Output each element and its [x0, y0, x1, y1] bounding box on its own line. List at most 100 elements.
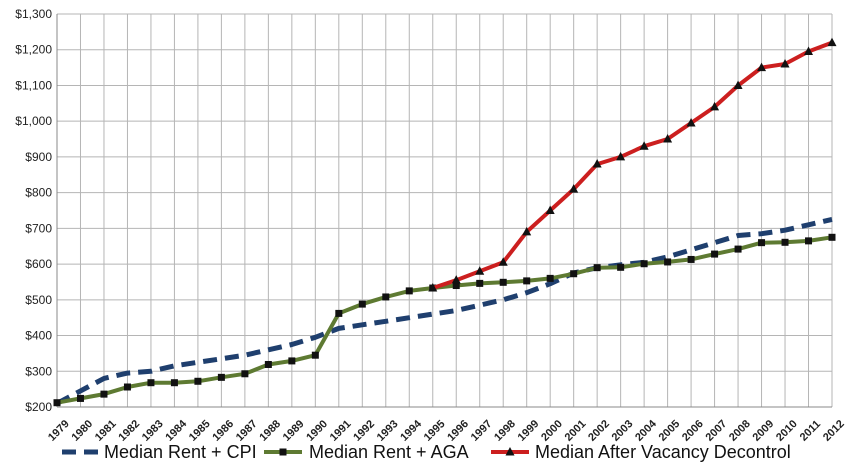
- x-tick-label: 2007: [704, 418, 730, 444]
- legend-label-1: Median Rent + AGA: [309, 442, 469, 462]
- series-point-square: [781, 238, 789, 246]
- series-point-triangle: [522, 226, 532, 236]
- series-point-triangle: [451, 275, 461, 284]
- series-point-triangle: [757, 62, 767, 72]
- x-tick-label: 2011: [798, 418, 823, 443]
- x-tick-label: 2000: [539, 418, 565, 444]
- series-point-triangle: [475, 266, 485, 275]
- x-tick-label: 1979: [46, 418, 72, 444]
- legend-marker-triangle: [505, 447, 515, 456]
- x-tick-label: 2009: [751, 418, 777, 444]
- series-point-square: [476, 279, 484, 287]
- series-point-square: [687, 255, 695, 263]
- legend-marker-square: [279, 448, 287, 456]
- x-tick-label: 1991: [328, 418, 354, 444]
- series-point-square: [758, 239, 766, 247]
- y-tick-label: $700: [25, 221, 52, 235]
- series-point-square: [53, 399, 61, 407]
- series-point-square: [711, 250, 719, 258]
- x-tick-label: 1987: [234, 418, 260, 444]
- series-point-square: [288, 357, 296, 365]
- gridlines: [56, 13, 833, 408]
- y-tick-label: $1,100: [15, 78, 52, 92]
- y-tick-label: $800: [25, 186, 52, 200]
- y-tick-label: $600: [25, 257, 52, 271]
- x-tick-label: 2008: [727, 418, 753, 444]
- x-tick-label: 2012: [821, 418, 847, 444]
- x-tick-label: 1998: [492, 418, 518, 444]
- y-tick-label: $500: [25, 293, 52, 307]
- x-tick-label: 2004: [633, 417, 659, 443]
- series-line-0: [55, 216, 833, 406]
- x-tick-label: 2001: [563, 418, 589, 444]
- x-tick-label: 1988: [257, 418, 283, 444]
- series-point-triangle: [663, 134, 673, 143]
- y-tick-label: $400: [25, 329, 52, 343]
- series-point-square: [217, 373, 225, 381]
- series-point-square: [241, 370, 249, 378]
- series-point-square: [382, 293, 390, 301]
- series-line-2: [432, 40, 833, 290]
- series-point-square: [499, 278, 507, 286]
- series-point-triangle: [686, 117, 696, 127]
- series-point-square: [147, 379, 155, 387]
- x-tick-label: 1996: [445, 418, 471, 444]
- x-tick-label: 1993: [375, 418, 401, 444]
- x-axis-ticks: 1979198019811982198319841985198619871988…: [46, 417, 847, 443]
- series-point-triangle: [733, 80, 743, 89]
- series-point-square: [546, 274, 554, 282]
- x-tick-label: 1980: [69, 418, 95, 444]
- series-point-triangle: [827, 37, 837, 47]
- series-point-square: [76, 394, 84, 402]
- x-tick-label: 1985: [187, 418, 213, 444]
- y-tick-label: $1,300: [15, 7, 52, 21]
- series-point-triangle: [428, 283, 438, 292]
- x-tick-label: 1984: [163, 417, 189, 443]
- series-point-square: [452, 282, 460, 290]
- y-tick-label: $900: [25, 150, 52, 164]
- series-point-triangle: [639, 141, 649, 150]
- legend-label-0: Median Rent + CPI: [104, 442, 257, 462]
- series-point-triangle: [804, 46, 814, 56]
- series-point-square: [100, 390, 108, 398]
- series-point-square: [194, 377, 202, 385]
- series-point-triangle: [616, 151, 626, 161]
- x-tick-label: 1999: [516, 418, 542, 444]
- series-point-triangle: [498, 257, 508, 266]
- series-point-square: [335, 309, 343, 317]
- x-tick-label: 1989: [281, 418, 307, 444]
- y-axis-ticks: $200 $300 $400 $500 $600 $700 $800 $900 $1,000 $1…: [15, 7, 52, 414]
- y-tick-label: $200: [25, 400, 52, 414]
- series-point-square: [311, 351, 319, 359]
- series-point-triangle: [545, 205, 555, 214]
- x-tick-label: 1986: [210, 418, 236, 444]
- series-point-square: [828, 233, 836, 241]
- series-point-square: [570, 270, 578, 278]
- y-tick-label: $300: [25, 364, 52, 378]
- x-tick-label: 1992: [351, 418, 377, 444]
- series-point-square: [523, 277, 531, 285]
- x-tick-label: 2010: [774, 418, 800, 444]
- series-point-square: [664, 258, 672, 266]
- y-tick-label: $1,200: [15, 43, 52, 57]
- x-tick-label: 1982: [116, 418, 142, 444]
- x-tick-label: 2002: [586, 418, 612, 444]
- series-point-square: [617, 263, 625, 271]
- x-tick-label: 2006: [680, 418, 706, 444]
- series-line-1: [56, 235, 833, 405]
- series-point-triangle: [710, 101, 720, 111]
- legend: Median Rent + CPI Median Rent + AGA Median…: [62, 442, 791, 462]
- series-point-square: [123, 383, 131, 391]
- x-tick-label: 1990: [304, 418, 330, 444]
- x-tick-label: 1994: [398, 417, 424, 443]
- series-point-triangle: [780, 59, 790, 68]
- series-point-square: [358, 300, 366, 308]
- x-tick-label: 1995: [422, 418, 448, 444]
- series-point-square: [264, 360, 272, 368]
- x-tick-label: 2005: [657, 418, 683, 444]
- series-point-square: [640, 260, 648, 268]
- x-tick-label: 1983: [140, 418, 166, 444]
- x-tick-label: 1997: [469, 418, 495, 444]
- x-tick-label: 1981: [93, 418, 119, 444]
